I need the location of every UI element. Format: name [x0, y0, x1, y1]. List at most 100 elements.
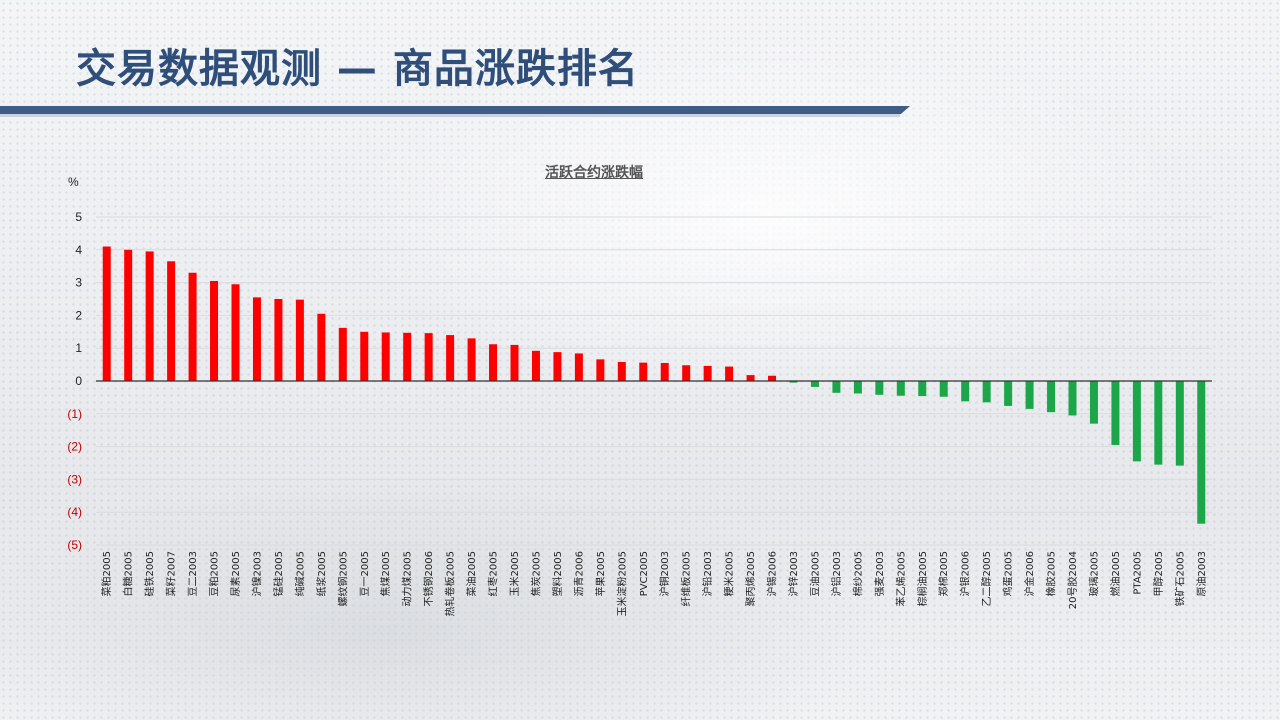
bar-9 [295, 299, 304, 381]
bar-28 [703, 365, 712, 381]
bar-43 [1025, 381, 1034, 409]
category-label: 鸡蛋2005 [1002, 551, 1015, 596]
bar-46 [1089, 381, 1098, 424]
category-label: 甲醇2005 [1152, 551, 1165, 596]
title-underline-light [0, 114, 900, 117]
category-label: 棉纱2005 [851, 551, 864, 596]
bar-49 [1154, 381, 1163, 465]
category-label: 沪铅2003 [701, 551, 714, 596]
bar-14 [403, 332, 412, 381]
bar-27 [682, 365, 691, 381]
bar-19 [510, 344, 519, 381]
category-label: 玉米淀粉2005 [615, 551, 628, 616]
category-label: 豆二2003 [187, 551, 199, 596]
bar-0 [102, 246, 111, 381]
bar-42 [1004, 381, 1013, 406]
category-label: 锰硅2005 [272, 551, 285, 596]
bar-21 [553, 352, 562, 381]
y-tick-label: 2 [75, 308, 82, 322]
bar-1 [124, 249, 133, 381]
category-label: 菜油2005 [465, 551, 478, 596]
y-tick-label: (3) [67, 472, 82, 486]
category-label: 不锈钢2006 [422, 551, 435, 606]
y-tick-label: 0 [75, 374, 82, 388]
category-label: 苯乙烯2005 [894, 551, 907, 606]
bar-5 [210, 280, 219, 381]
bar-34 [832, 381, 841, 393]
category-label: 菜籽2007 [166, 551, 178, 596]
bar-32 [789, 381, 798, 383]
category-label: 纯碱2005 [293, 551, 306, 596]
category-label: 热轧卷板2005 [444, 551, 457, 616]
y-tick-label: (1) [67, 407, 82, 421]
category-label: 棕榈油2005 [916, 551, 929, 606]
bar-24 [617, 361, 626, 381]
category-label: 沪铜2003 [658, 551, 671, 596]
category-label: 沪锡2006 [766, 551, 779, 596]
category-label: 焦炭2005 [529, 551, 542, 596]
y-tick-label: 1 [75, 341, 82, 355]
category-label: 乙二醇2005 [980, 551, 993, 606]
category-label: 豆油2005 [808, 551, 821, 596]
bar-41 [982, 381, 991, 403]
bar-30 [746, 375, 755, 381]
category-label: PTA2005 [1132, 551, 1143, 595]
category-label: 白糖2005 [122, 551, 135, 596]
bar-38 [918, 381, 927, 397]
category-label: 原油2003 [1195, 551, 1208, 596]
category-label: 沪镍2003 [250, 551, 263, 596]
bar-3 [167, 261, 176, 381]
bar-23 [596, 359, 605, 381]
bar-2 [145, 251, 154, 381]
category-label: 纤维板2005 [680, 551, 693, 606]
category-label: 纸浆2005 [315, 551, 328, 596]
bar-40 [961, 381, 970, 402]
y-tick-label: 4 [75, 243, 82, 257]
bar-7 [252, 297, 261, 381]
bar-12 [360, 331, 369, 381]
title-underline-bar [0, 106, 910, 114]
category-label: 红枣2005 [487, 551, 500, 596]
page-title: 交易数据观测 — 商品涨跌排名 [76, 46, 639, 92]
bar-16 [446, 335, 455, 381]
category-label: 豆粕2005 [208, 551, 221, 596]
bar-37 [896, 381, 905, 396]
bar-25 [639, 362, 648, 381]
bar-47 [1111, 381, 1120, 445]
bar-51 [1197, 381, 1206, 524]
bar-10 [317, 313, 326, 381]
bar-33 [810, 381, 819, 387]
bar-44 [1047, 381, 1056, 413]
category-label: 菜粕2005 [100, 551, 113, 596]
y-tick-label: 3 [75, 276, 82, 290]
y-tick-label: (4) [67, 505, 82, 519]
bar-45 [1068, 381, 1077, 416]
category-label: 橡胶2005 [1045, 551, 1058, 596]
category-label: 铁矿石2005 [1173, 551, 1186, 606]
bar-4 [188, 272, 197, 381]
y-tick-label: (5) [67, 538, 82, 552]
bar-15 [424, 333, 433, 381]
category-label: 强麦2003 [874, 551, 886, 596]
category-label: 尿素2005 [229, 551, 242, 596]
category-label: 豆一2005 [359, 551, 371, 596]
bar-13 [381, 332, 390, 381]
category-label: 螺纹钢2005 [336, 551, 349, 606]
bar-11 [338, 327, 347, 381]
bar-48 [1132, 381, 1141, 462]
category-label: 沪金2006 [1023, 551, 1036, 596]
bar-6 [231, 284, 240, 381]
category-label: 苹果2005 [594, 551, 607, 596]
category-label: 郑棉2005 [937, 551, 950, 596]
category-label: 沪铝2003 [830, 551, 843, 596]
category-label: 聚丙烯2005 [744, 551, 757, 606]
y-axis-unit: % [68, 175, 79, 189]
bar-8 [274, 299, 283, 381]
category-label: 沪锌2003 [787, 551, 800, 596]
bar-18 [489, 344, 498, 381]
category-label: 硅铁2005 [143, 551, 156, 596]
bar-39 [939, 381, 948, 397]
bar-29 [725, 366, 734, 381]
bar-20 [531, 350, 540, 381]
